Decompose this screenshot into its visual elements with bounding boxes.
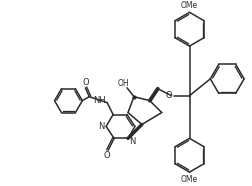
Text: OH: OH <box>117 79 128 88</box>
Text: O: O <box>165 91 171 100</box>
Text: N: N <box>128 137 135 146</box>
Text: NH: NH <box>92 96 105 105</box>
Text: N: N <box>98 122 104 131</box>
Text: OMe: OMe <box>180 174 197 184</box>
Text: OMe: OMe <box>180 1 197 10</box>
Text: O: O <box>83 78 89 87</box>
Text: O: O <box>103 151 110 160</box>
